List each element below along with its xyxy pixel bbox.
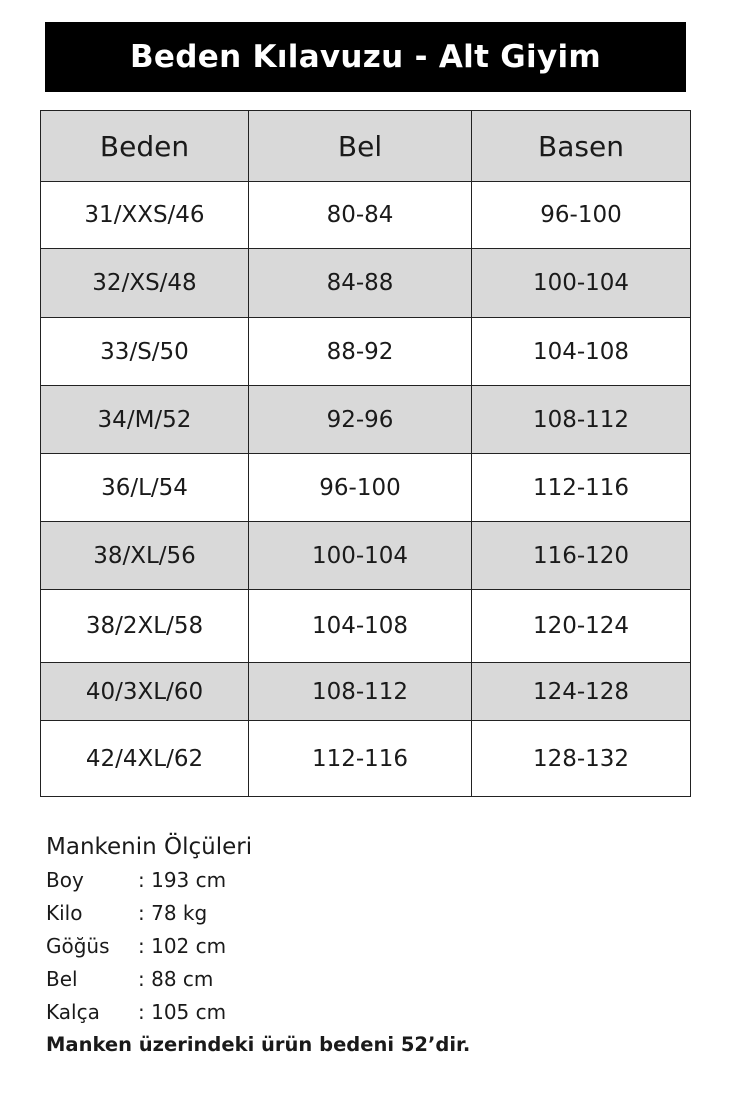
cell-bel: 104-108 [249,590,472,662]
measurement-label: Kilo [46,901,83,925]
measurement-item: Bel : 88 cm [46,967,470,1000]
table-row: 31/XXS/46 80-84 96-100 [41,182,690,249]
measurement-value: : 102 cm [138,934,227,958]
cell-beden: 32/XS/48 [41,249,249,317]
size-table: Beden Bel Basen 31/XXS/46 80-84 96-100 32/X… [40,110,691,797]
cell-basen: 108-112 [532,406,630,433]
cell-bel: 80-84 [249,182,472,248]
measurement-item: Boy : 193 cm [46,868,470,901]
cell-basen: 128-132 [532,745,630,772]
cell-bel: 112-116 [249,721,472,796]
header-basen: Basen [538,129,624,163]
measurement-value: : 78 kg [138,901,208,925]
table-row: 38/XL/56 100-104 116-120 [41,522,690,590]
cell-beden: 40/3XL/60 [41,663,249,720]
cell-bel: 88-92 [249,318,472,385]
measurement-value: : 193 cm [138,868,227,892]
table-row: 42/4XL/62 112-116 128-132 [41,721,690,796]
cell-beden: 34/M/52 [41,386,249,453]
table-row: 38/2XL/58 104-108 120-124 [41,590,690,663]
cell-basen: 100-104 [532,270,630,296]
cell-basen: 116-120 [532,542,630,569]
page-title: Beden Kılavuzu - Alt Giyim [45,22,686,92]
measurement-value: : 105 cm [138,1000,227,1024]
measurement-item: Kilo : 78 kg [46,901,470,934]
header-beden: Beden [41,111,249,181]
measurement-item: Göğüs : 102 cm [46,934,470,967]
cell-beden: 38/2XL/58 [41,590,249,662]
table-header: Beden Bel Basen [41,111,690,182]
measurement-label: Boy [46,868,84,892]
cell-bel: 96-100 [249,454,472,521]
cell-basen: 124-128 [532,678,630,705]
measurement-item: Kalça : 105 cm [46,1000,470,1033]
measurement-value: : 88 cm [138,967,214,991]
cell-beden: 38/XL/56 [41,522,249,589]
cell-basen: 96-100 [540,202,622,228]
measurement-label: Kalça [46,1000,100,1024]
table-row: 33/S/50 88-92 104-108 [41,318,690,386]
cell-basen: 120-124 [532,613,630,639]
cell-beden: 36/L/54 [41,454,249,521]
cell-beden: 33/S/50 [41,318,249,385]
cell-bel: 108-112 [249,663,472,720]
table-row: 34/M/52 92-96 108-112 [41,386,690,454]
cell-beden: 42/4XL/62 [41,721,249,796]
header-bel: Bel [249,111,472,181]
cell-basen: 104-108 [532,338,630,365]
table-row: 40/3XL/60 108-112 124-128 [41,663,690,721]
model-measurements: Mankenin Ölçüleri Boy : 193 cm Kilo : 78 kg… [46,834,470,1066]
table-row: 36/L/54 96-100 112-116 [41,454,690,522]
measurement-label: Göğüs [46,934,110,958]
cell-beden: 31/XXS/46 [41,182,249,248]
measurement-label: Bel [46,967,78,991]
model-size-note: Manken üzerindeki ürün bedeni 52’dir. [46,1033,471,1056]
cell-bel: 84-88 [249,249,472,317]
cell-bel: 100-104 [249,522,472,589]
model-heading: Mankenin Ölçüleri [46,834,253,860]
table-row: 32/XS/48 84-88 100-104 [41,249,690,318]
cell-basen: 112-116 [532,474,630,501]
cell-bel: 92-96 [249,386,472,453]
